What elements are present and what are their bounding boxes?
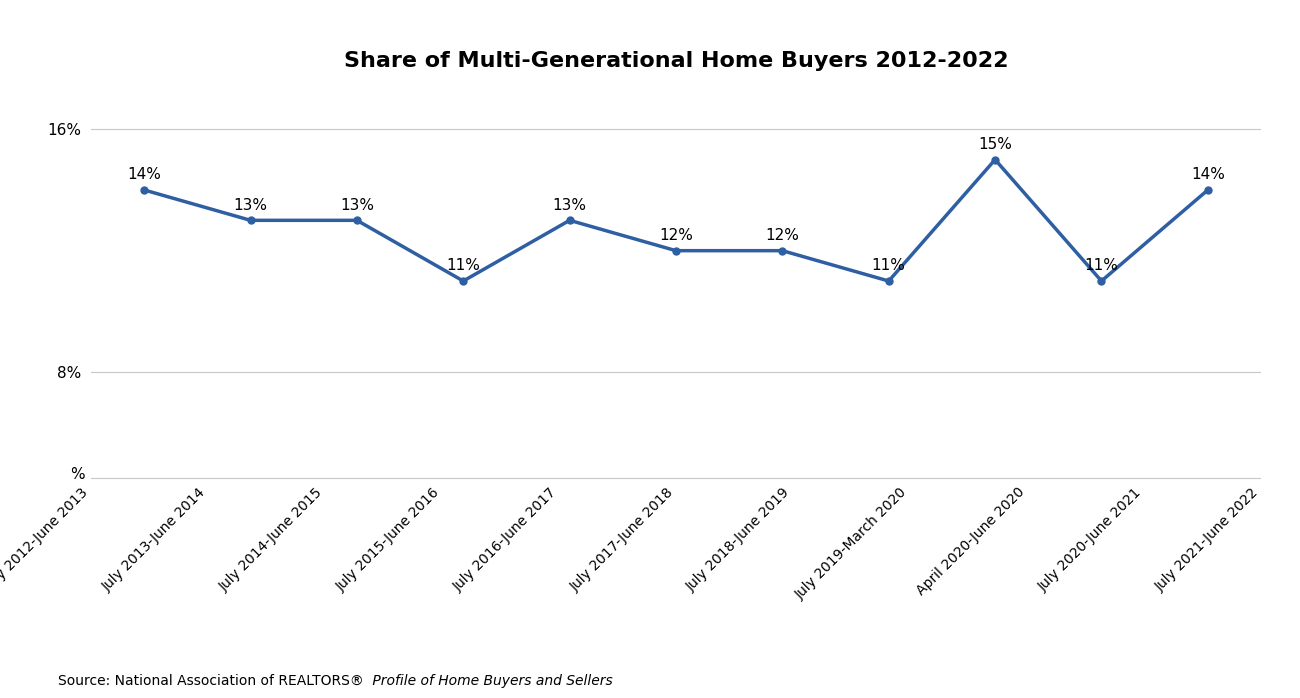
Text: Profile of Home Buyers and Sellers: Profile of Home Buyers and Sellers bbox=[368, 674, 612, 688]
Text: 15%: 15% bbox=[978, 137, 1011, 152]
Text: 13%: 13% bbox=[339, 198, 374, 213]
Text: July 2013-June 2014: July 2013-June 2014 bbox=[100, 485, 208, 594]
Text: %: % bbox=[70, 467, 84, 482]
Text: July 2015-June 2016: July 2015-June 2016 bbox=[333, 485, 442, 594]
Title: Share of Multi-Generational Home Buyers 2012-2022: Share of Multi-Generational Home Buyers … bbox=[343, 51, 1009, 71]
Text: 11%: 11% bbox=[872, 258, 906, 274]
Text: 11%: 11% bbox=[446, 258, 480, 274]
Text: July 2019-March 2020: July 2019-March 2020 bbox=[793, 485, 910, 602]
Text: 11%: 11% bbox=[1084, 258, 1118, 274]
Text: 14%: 14% bbox=[1191, 168, 1225, 182]
Text: Source: National Association of REALTORS®: Source: National Association of REALTORS… bbox=[58, 674, 364, 688]
Text: April 2020-June 2020: April 2020-June 2020 bbox=[914, 485, 1027, 598]
Text: 13%: 13% bbox=[552, 198, 586, 213]
Text: July 2014-June 2015: July 2014-June 2015 bbox=[217, 485, 325, 594]
Text: 13%: 13% bbox=[234, 198, 268, 213]
Text: 14%: 14% bbox=[127, 168, 161, 182]
Text: July 2012-June 2013: July 2012-June 2013 bbox=[0, 485, 91, 594]
Text: July 2018-June 2019: July 2018-June 2019 bbox=[684, 485, 793, 594]
Text: 12%: 12% bbox=[766, 228, 800, 243]
Text: July 2017-June 2018: July 2017-June 2018 bbox=[567, 485, 676, 594]
Text: July 2021-June 2022: July 2021-June 2022 bbox=[1153, 485, 1261, 593]
Text: 12%: 12% bbox=[659, 228, 693, 243]
Text: July 2016-June 2017: July 2016-June 2017 bbox=[450, 485, 559, 594]
Text: July 2020-June 2021: July 2020-June 2021 bbox=[1036, 485, 1144, 593]
